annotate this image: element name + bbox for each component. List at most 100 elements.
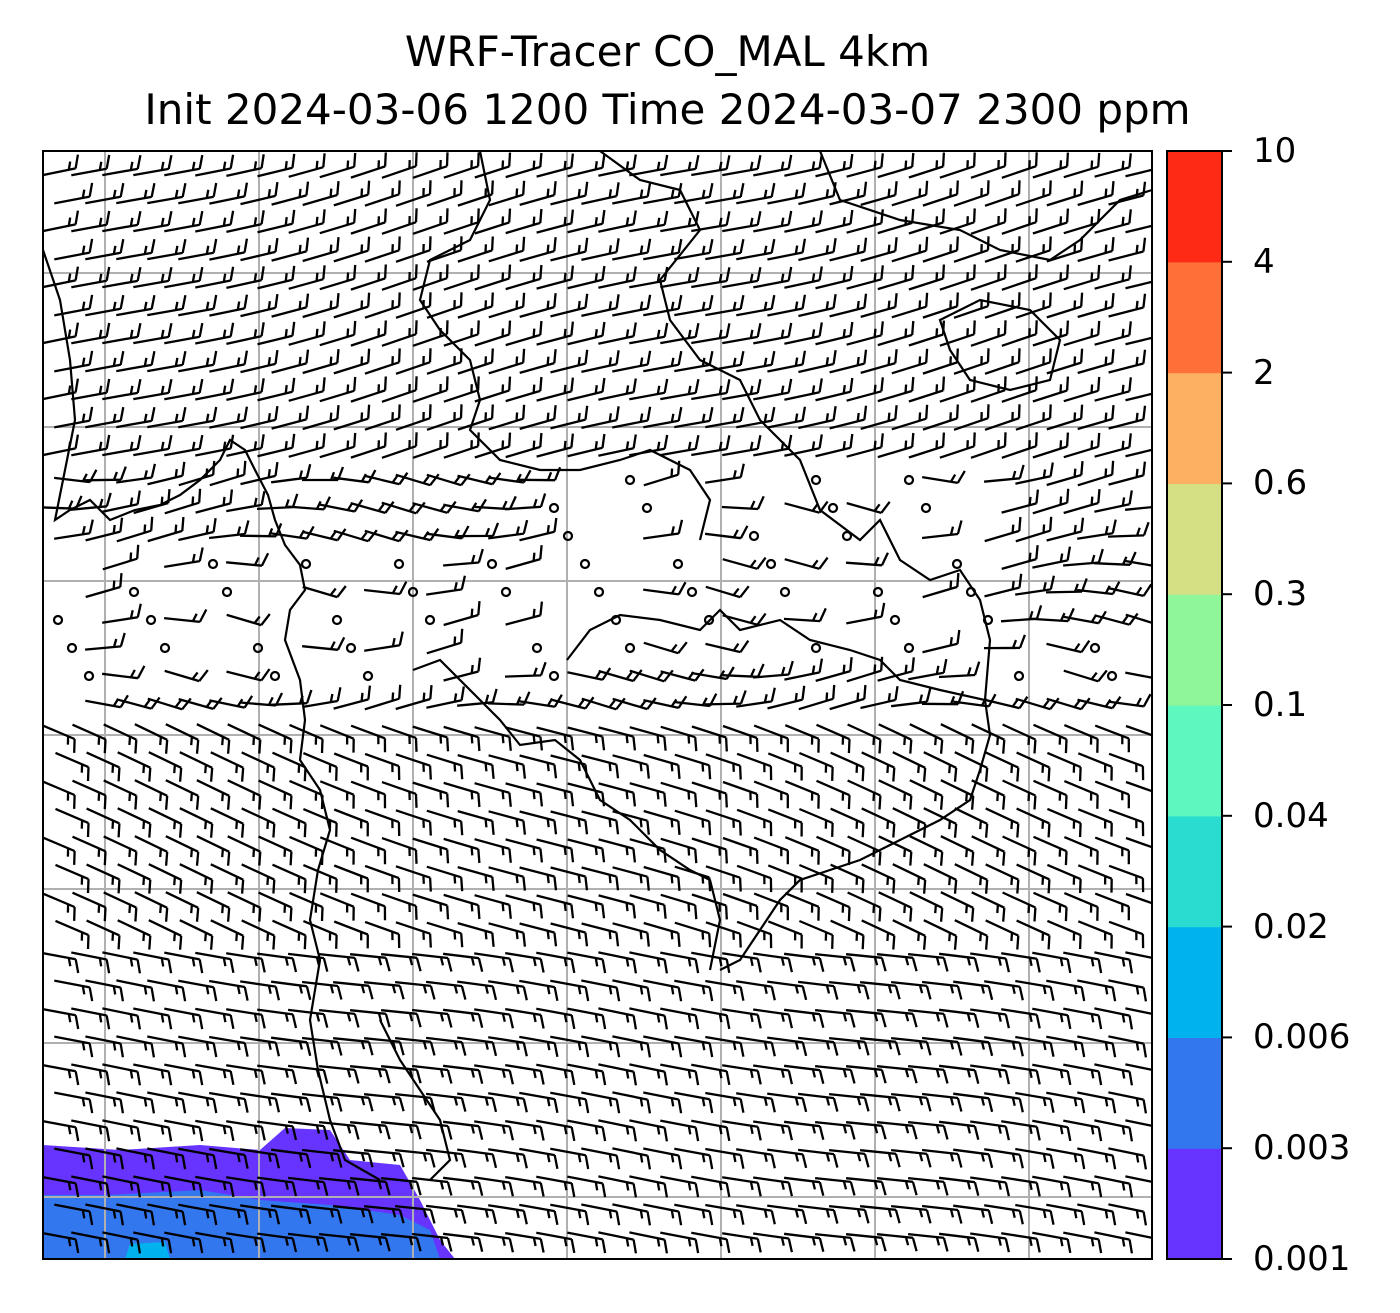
wind-barb [241, 863, 276, 894]
wind-barb [43, 1176, 80, 1198]
wind-barb-calm [920, 502, 932, 514]
wind-barb [209, 1091, 249, 1113]
wind-barb [289, 723, 324, 754]
wind-barb [890, 1092, 932, 1112]
wind-barb [1108, 1035, 1148, 1058]
wind-barb [797, 1036, 839, 1056]
wind-barb [364, 684, 402, 711]
wind-barb [660, 378, 700, 401]
wind-barb [457, 404, 494, 431]
wind-barb [54, 182, 94, 205]
wind-barb [830, 807, 865, 838]
wind-barb [954, 863, 989, 894]
wind-barb [1125, 1175, 1152, 1184]
wind-barb [1002, 891, 1037, 922]
wind-barb [984, 1148, 1024, 1169]
coastline-far-north [818, 151, 1152, 262]
wind-barb [1002, 723, 1037, 754]
wind-barb [226, 1064, 266, 1085]
wind-barb [1015, 1035, 1055, 1057]
wind-barb [984, 516, 1022, 543]
wind-barb [55, 751, 90, 782]
wind-barb [674, 182, 714, 205]
wind-barb [938, 661, 981, 679]
wind-barb [71, 951, 111, 974]
wind-barb [798, 350, 837, 374]
wind-barb [722, 952, 762, 973]
wind-barb [505, 601, 544, 626]
wind-barb [474, 264, 512, 291]
wind-barb [178, 294, 218, 317]
wind-barb [287, 1120, 329, 1140]
wind-barb [598, 1007, 638, 1030]
wind-barb [859, 1093, 901, 1112]
wind-barb-calm [827, 502, 839, 514]
wind-barb [829, 405, 868, 430]
wind-barb [984, 404, 1021, 431]
wind-barb [1108, 920, 1145, 949]
wind-barb [133, 266, 173, 289]
colorbar-tick-label: 0.003 [1253, 1128, 1351, 1169]
wind-barb [938, 1120, 980, 1140]
wind-barb [643, 581, 687, 596]
wind-barb [1046, 461, 1084, 487]
wind-barb [861, 863, 896, 894]
wind-barb-calm [641, 502, 653, 514]
wind-barb [178, 460, 216, 487]
wind-barb [332, 1037, 374, 1056]
wind-barb [550, 1203, 590, 1226]
wind-barb [1001, 208, 1038, 235]
wind-barb [86, 751, 121, 782]
wind-barb [1015, 1091, 1055, 1113]
wind-barb [1063, 1007, 1103, 1030]
wind-barb [1046, 697, 1091, 711]
wind-barb [567, 433, 606, 458]
wind-barb [43, 322, 80, 345]
wind-barb [195, 489, 234, 514]
wind-barb [85, 1147, 125, 1170]
wind-barb-calm [128, 586, 140, 598]
wind-barb [349, 1009, 391, 1028]
wind-barb [209, 406, 249, 429]
wind-barb [226, 668, 271, 682]
wind-barb [722, 780, 759, 808]
wind-barb [660, 951, 700, 974]
wind-barb [443, 376, 480, 403]
wind-barb [380, 1065, 422, 1084]
wind-barb [971, 779, 1006, 810]
wind-barb [505, 208, 543, 235]
wind-barb [784, 556, 829, 570]
wind-barb [797, 1204, 839, 1224]
wind-barb [784, 378, 823, 401]
wind-barb [364, 631, 404, 652]
wind-barb [411, 1120, 453, 1140]
coastline-south [379, 1019, 452, 1181]
wind-barb [660, 266, 700, 289]
wind-barb-calm [207, 558, 219, 570]
wind-barb-calm [982, 614, 994, 626]
wind-barb [195, 434, 235, 457]
wind-barb [488, 180, 526, 207]
wind-barb [598, 378, 637, 401]
wind-barb [567, 951, 607, 974]
wind-barb [505, 726, 544, 751]
wind-barb [425, 1092, 467, 1112]
wind-barb [270, 1036, 312, 1057]
wind-barb [473, 495, 517, 511]
wind-barb [736, 350, 776, 373]
wind-barb [921, 1148, 963, 1168]
wind-barb [381, 432, 418, 459]
wind-barb [164, 488, 202, 515]
wind-barb [643, 1147, 683, 1170]
wind-barb [333, 292, 371, 319]
wind-barb [443, 837, 481, 864]
wind-barb [271, 293, 310, 318]
wind-barb [845, 953, 887, 972]
wind-barb [43, 154, 80, 177]
wind-barb [270, 689, 313, 706]
wind-barb [288, 209, 326, 234]
wind-barb [660, 154, 700, 177]
wind-barb [984, 236, 1021, 263]
wind-barb-calm [624, 642, 636, 654]
wind-barb [984, 980, 1024, 1001]
